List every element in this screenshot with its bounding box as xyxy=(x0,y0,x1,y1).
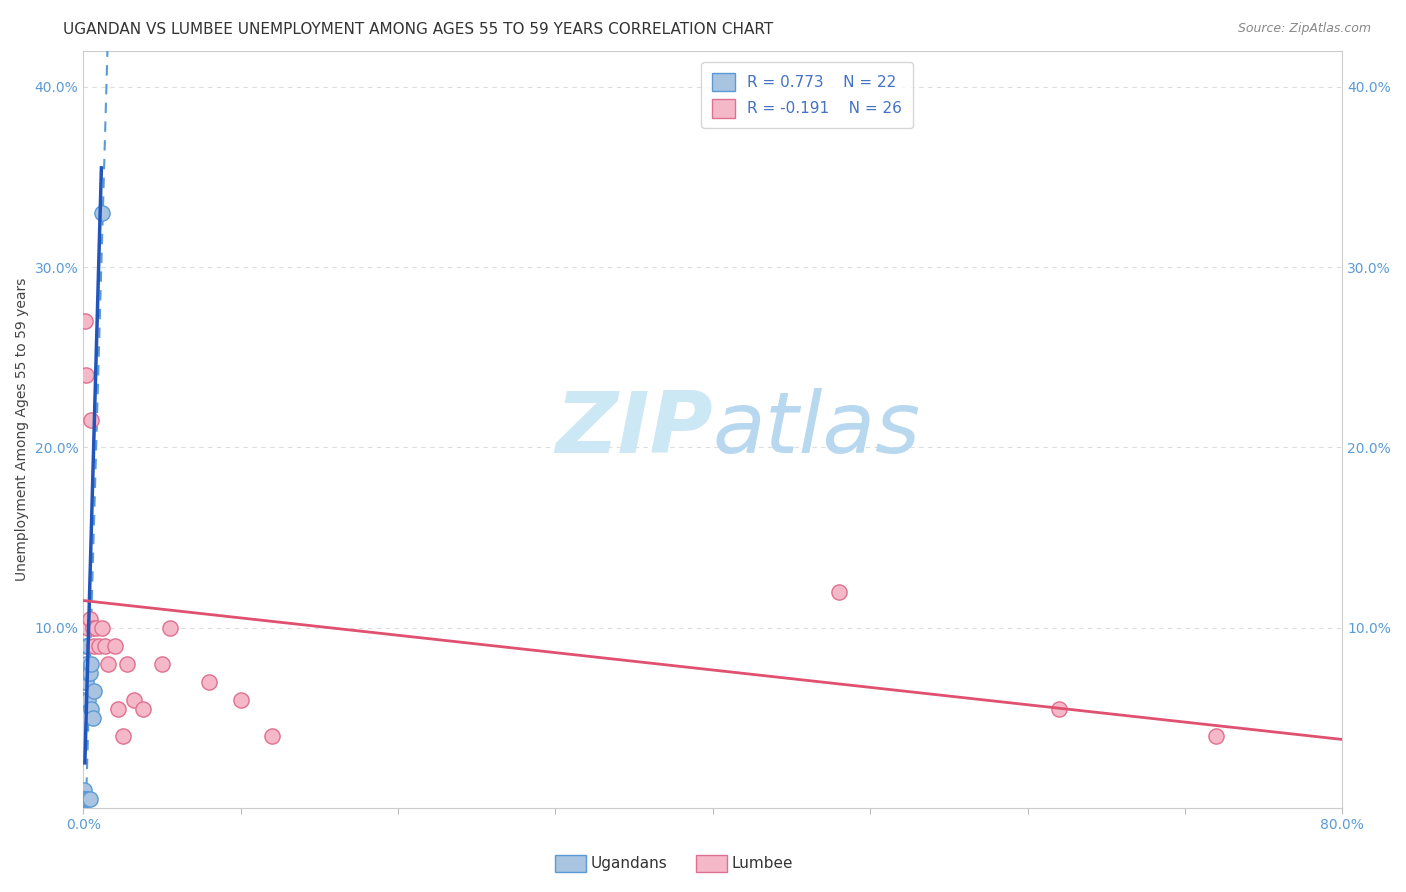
Point xyxy=(77,621,100,635)
Point xyxy=(104,639,127,653)
Point xyxy=(75,368,97,383)
Legend: R = 0.773    N = 22, R = -0.191    N = 26: R = 0.773 N = 22, R = -0.191 N = 26 xyxy=(702,62,912,128)
Point xyxy=(107,702,129,716)
Text: atlas: atlas xyxy=(713,388,921,471)
Y-axis label: Unemployment Among Ages 55 to 59 years: Unemployment Among Ages 55 to 59 years xyxy=(15,277,30,581)
Point xyxy=(75,674,97,689)
Point xyxy=(77,639,100,653)
Point xyxy=(150,657,173,671)
Point xyxy=(73,314,96,328)
Point xyxy=(84,621,107,635)
Point xyxy=(73,693,96,707)
Point xyxy=(82,711,104,725)
Point xyxy=(79,612,101,626)
Point xyxy=(132,702,155,716)
Point xyxy=(87,639,110,653)
Point xyxy=(73,792,96,806)
Point xyxy=(91,206,114,220)
Point xyxy=(117,657,139,671)
Point xyxy=(83,639,105,653)
Point xyxy=(159,621,181,635)
Point xyxy=(77,693,100,707)
Point xyxy=(80,413,103,427)
Point xyxy=(75,657,97,671)
Point xyxy=(73,674,96,689)
Point xyxy=(229,693,252,707)
Point xyxy=(94,639,117,653)
Point xyxy=(80,702,103,716)
Point xyxy=(122,693,145,707)
Point xyxy=(79,665,101,680)
Text: Source: ZipAtlas.com: Source: ZipAtlas.com xyxy=(1237,22,1371,36)
Point xyxy=(75,792,97,806)
Point xyxy=(75,639,97,653)
Text: UGANDAN VS LUMBEE UNEMPLOYMENT AMONG AGES 55 TO 59 YEARS CORRELATION CHART: UGANDAN VS LUMBEE UNEMPLOYMENT AMONG AGE… xyxy=(63,22,773,37)
Point xyxy=(73,792,96,806)
Point xyxy=(73,792,96,806)
Point xyxy=(79,792,101,806)
Point xyxy=(111,729,134,743)
Point xyxy=(97,657,120,671)
Point xyxy=(198,674,221,689)
Point xyxy=(91,621,114,635)
Point xyxy=(77,792,100,806)
Point xyxy=(75,792,97,806)
Text: ZIP: ZIP xyxy=(555,388,713,471)
Point xyxy=(82,621,104,635)
Point xyxy=(262,729,284,743)
Text: Ugandans: Ugandans xyxy=(591,856,668,871)
Point xyxy=(77,665,100,680)
Point xyxy=(1205,729,1227,743)
Point xyxy=(827,584,849,599)
Point xyxy=(1047,702,1070,716)
Text: Lumbee: Lumbee xyxy=(731,856,793,871)
Point xyxy=(83,683,105,698)
Point xyxy=(73,783,96,797)
Point xyxy=(80,657,103,671)
